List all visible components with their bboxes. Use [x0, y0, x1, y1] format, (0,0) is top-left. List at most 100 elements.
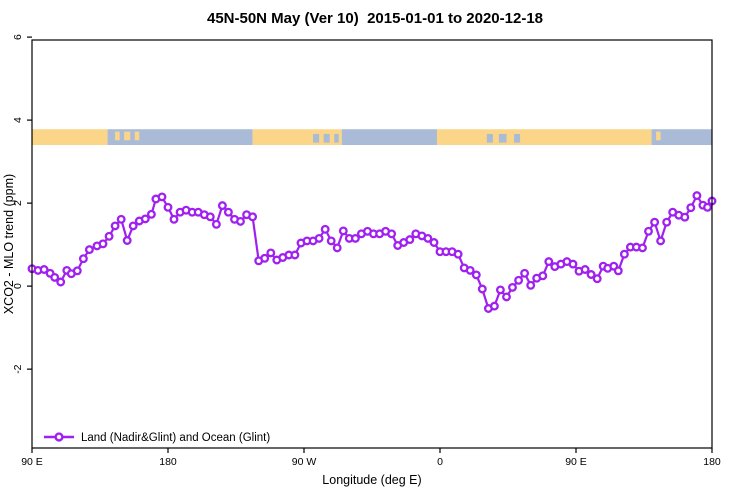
data-point	[538, 271, 548, 281]
data-point	[686, 203, 696, 213]
data-point-markers	[27, 191, 717, 313]
x-tick-label: 0	[437, 456, 443, 468]
data-point	[453, 249, 463, 259]
data-point	[680, 212, 690, 222]
map-strip-patch-ocean	[334, 133, 339, 143]
data-point	[502, 292, 511, 302]
data-point	[544, 257, 554, 267]
data-point	[146, 209, 156, 219]
data-point	[471, 270, 481, 280]
data-point	[169, 214, 179, 224]
data-point	[405, 235, 415, 245]
plot-border	[31, 39, 713, 449]
data-point	[223, 207, 233, 217]
data-point	[423, 233, 433, 243]
axes: 90 E 180 90 W 0 90 E 180 -2 0 2 4 6	[12, 34, 721, 468]
data-point	[104, 231, 114, 241]
map-strip-patch-ocean	[313, 133, 320, 143]
y-tick-label: 0	[12, 283, 24, 289]
data-point	[703, 202, 712, 212]
data-point	[650, 217, 660, 227]
data-point	[644, 226, 653, 236]
data-point	[508, 282, 517, 292]
x-tick-label: 90 W	[292, 456, 317, 468]
y-tick-label: 4	[12, 117, 24, 123]
y-tick-label: 6	[12, 34, 24, 40]
data-point	[662, 217, 672, 227]
legend-label: Land (Nadir&Glint) and Ocean (Glint)	[81, 432, 270, 444]
data-point	[465, 265, 475, 275]
data-point	[56, 277, 66, 287]
data-point	[638, 243, 647, 253]
data-point	[568, 259, 578, 269]
data-point	[350, 233, 360, 243]
data-point	[326, 236, 336, 246]
data-point	[236, 216, 245, 226]
data-point	[116, 214, 126, 224]
data-point	[122, 236, 132, 245]
map-strip-patch-land	[134, 131, 140, 141]
data-point	[140, 214, 150, 224]
series-polyline	[31, 194, 713, 310]
map-strip-segment-land	[436, 129, 652, 146]
map-strip-patch-land	[124, 131, 131, 141]
data-point	[520, 268, 530, 278]
data-point	[586, 270, 596, 279]
y-axis-label: XCO2 - MLO trend (ppm)	[2, 174, 16, 314]
data-point	[619, 249, 629, 259]
data-point	[429, 238, 439, 247]
data-point	[72, 266, 82, 276]
map-strip-patch-ocean	[498, 133, 507, 143]
map-strip-patch-ocean	[323, 133, 330, 143]
data-point	[489, 301, 499, 311]
land-ocean-strip	[32, 129, 712, 146]
y-tick-label: 2	[12, 200, 24, 206]
data-point	[84, 245, 94, 255]
data-point	[477, 284, 487, 294]
data-point	[332, 243, 342, 253]
data-point	[110, 221, 120, 231]
data-point	[98, 239, 108, 249]
map-strip-segment-land	[252, 129, 342, 146]
data-point	[266, 248, 276, 258]
x-axis-label: Longitude (deg E)	[322, 473, 421, 487]
data-point	[387, 229, 397, 239]
map-strip-patch-land	[115, 131, 120, 141]
x-tick-label: 90 E	[21, 456, 43, 468]
data-point	[320, 224, 330, 234]
data-point	[50, 272, 60, 282]
map-strip-patch-ocean	[514, 133, 521, 143]
data-point	[290, 250, 300, 260]
x-tick-label: 180	[159, 456, 177, 468]
map-strip-segment-ocean	[107, 129, 253, 146]
map-strip-patch-ocean	[486, 133, 493, 143]
data-point	[692, 191, 702, 201]
data-point	[217, 201, 227, 211]
y-tick-label: -2	[12, 364, 24, 373]
data-point	[514, 275, 524, 285]
data-point	[314, 233, 324, 243]
data-point	[260, 253, 270, 263]
x-tick-label: 180	[703, 456, 721, 468]
data-series-line	[31, 194, 713, 310]
map-strip-patch-land	[656, 131, 661, 141]
data-point	[338, 226, 348, 236]
data-point	[248, 212, 258, 222]
data-point	[78, 254, 88, 264]
data-point	[205, 212, 215, 222]
data-point	[128, 221, 138, 231]
legend: Land (Nadir&Glint) and Ocean (Glint)	[44, 432, 270, 444]
data-point	[656, 236, 666, 246]
data-point	[39, 265, 49, 274]
data-point	[163, 202, 173, 212]
chart-title: 45N-50N May (Ver 10) 2015-01-01 to 2020-…	[207, 10, 543, 27]
data-point	[580, 265, 590, 274]
data-point	[592, 274, 602, 284]
data-point	[211, 219, 221, 229]
data-point	[526, 280, 536, 290]
data-point	[495, 285, 505, 295]
map-strip-segment-ocean	[341, 129, 437, 146]
map-strip-segment-ocean	[651, 129, 712, 146]
